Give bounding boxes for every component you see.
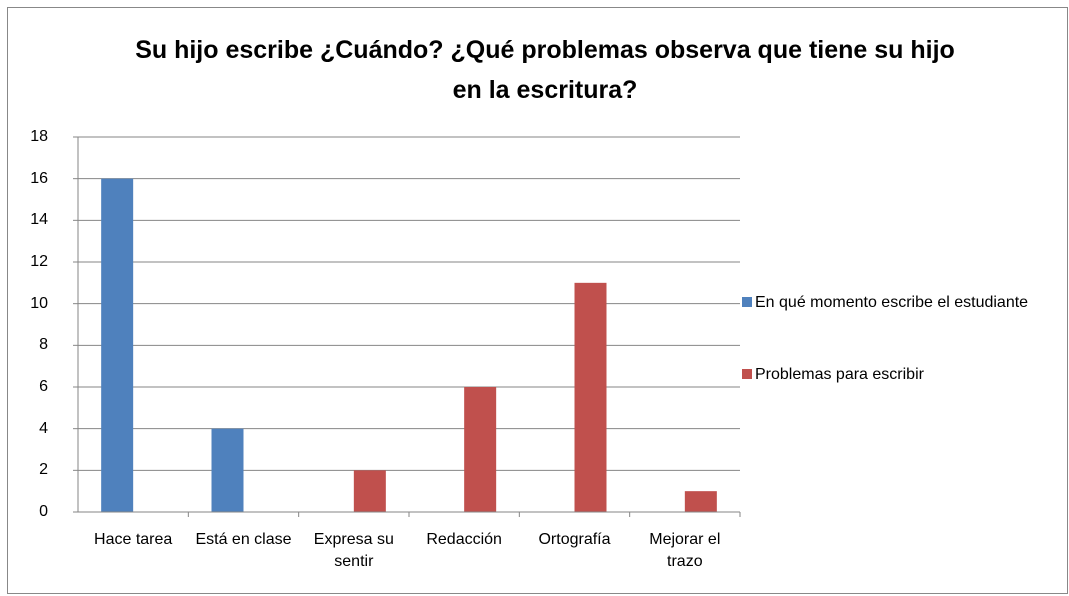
bar xyxy=(464,387,497,512)
legend-label: En qué momento escribe el estudiante xyxy=(755,294,1029,311)
x-tick-label: Mejorar el trazo xyxy=(649,531,721,570)
y-tick-label: 2 xyxy=(39,461,48,479)
bar xyxy=(684,491,717,512)
x-tick-label: Expresa su sentir xyxy=(313,531,394,570)
y-tick-label: 18 xyxy=(30,128,48,145)
legend-swatch xyxy=(742,297,752,307)
y-tick-label: 16 xyxy=(30,169,48,187)
bar xyxy=(353,470,386,512)
y-tick-label: 14 xyxy=(30,211,48,229)
bar xyxy=(211,428,244,512)
x-tick-label: Está en clase xyxy=(195,531,292,548)
bar xyxy=(101,178,134,512)
y-tick-label: 6 xyxy=(39,378,48,395)
y-tick-label: 4 xyxy=(39,419,48,437)
chart-border xyxy=(7,7,1068,594)
x-tick-label: Redacción xyxy=(426,531,502,548)
x-tick-label: Ortografía xyxy=(538,531,611,548)
y-tick-label: 10 xyxy=(30,294,48,312)
y-tick-label: 8 xyxy=(39,336,48,354)
y-tick-label: 12 xyxy=(30,253,48,270)
y-tick-label: 0 xyxy=(39,503,48,520)
legend-label: Problemas para escribir xyxy=(755,366,924,383)
chart-title: Su hijo escribe ¿Cuándo? ¿Qué problemas … xyxy=(135,36,955,104)
legend-swatch xyxy=(742,369,752,379)
bar xyxy=(574,282,607,512)
x-tick-label: Hace tarea xyxy=(94,531,173,548)
